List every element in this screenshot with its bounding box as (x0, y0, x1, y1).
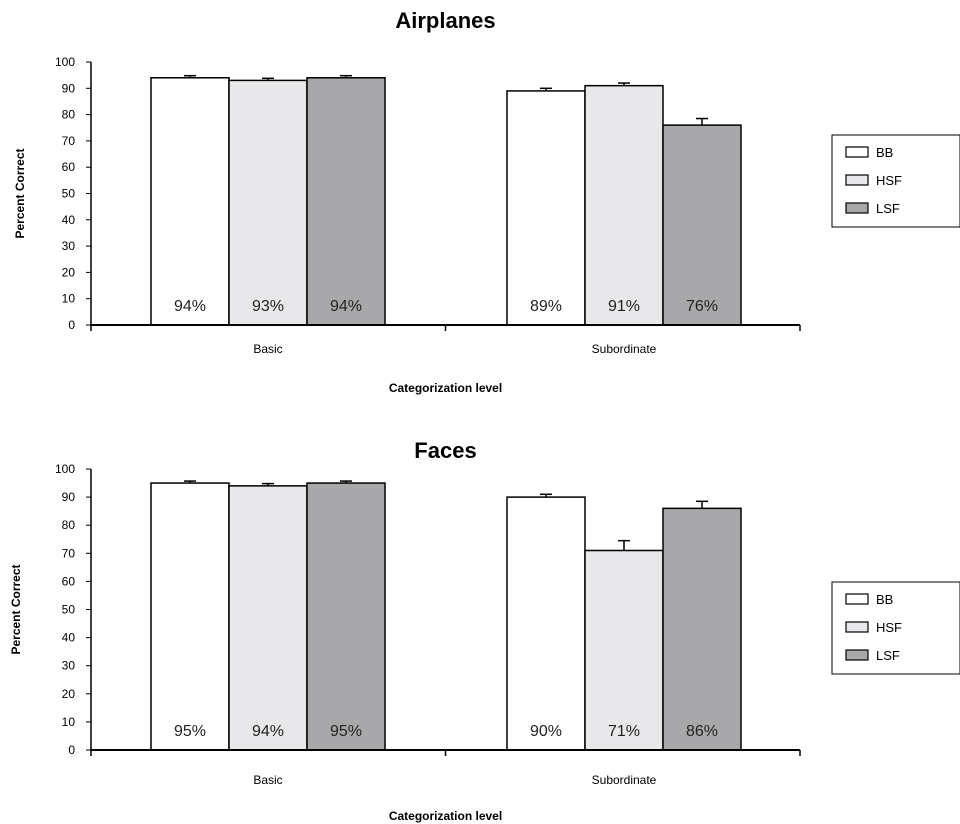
legend-entry: HSF (876, 620, 902, 635)
chart-title: Faces (414, 438, 476, 463)
data-label: 94% (252, 723, 284, 740)
y-tick-label: 80 (62, 108, 76, 122)
legend-entry: LSF (876, 648, 900, 663)
y-tick-label: 10 (62, 715, 76, 729)
y-tick-label: 60 (62, 574, 76, 588)
y-tick-label: 40 (62, 213, 76, 227)
x-tick-label: Basic (253, 773, 282, 787)
y-tick-label: 20 (62, 687, 76, 701)
x-axis-title: Categorization level (389, 381, 502, 395)
bar (306, 77, 386, 326)
y-tick-label: 70 (62, 134, 76, 148)
y-tick-label: 30 (62, 239, 76, 253)
data-label: 90% (530, 723, 562, 740)
y-axis-title: Percent Correct (9, 564, 23, 654)
y-tick-label: 0 (68, 318, 75, 332)
data-label: 94% (330, 298, 362, 315)
bar (150, 77, 230, 326)
y-tick-label: 70 (62, 546, 76, 560)
legend-entry: BB (876, 592, 893, 607)
y-tick-label: 30 (62, 659, 76, 673)
bar (228, 485, 308, 751)
legend-swatch (845, 593, 869, 605)
bar (584, 84, 664, 326)
y-tick-label: 80 (62, 518, 76, 532)
legend-swatch (845, 174, 869, 186)
legend-entry: LSF (876, 201, 900, 216)
y-tick-label: 90 (62, 81, 76, 95)
x-tick-label: Subordinate (592, 342, 657, 356)
y-tick-label: 20 (62, 265, 76, 279)
data-label: 95% (174, 723, 206, 740)
bar (506, 496, 586, 751)
y-tick-label: 100 (55, 55, 75, 69)
x-tick-label: Subordinate (592, 773, 657, 787)
legend-swatch (845, 621, 869, 633)
y-tick-label: 50 (62, 187, 76, 201)
data-label: 95% (330, 723, 362, 740)
y-tick-label: 10 (62, 292, 76, 306)
y-tick-label: 40 (62, 631, 76, 645)
bar (662, 124, 742, 326)
data-label: 91% (608, 298, 640, 315)
data-label: 86% (686, 723, 718, 740)
y-axis-title: Percent Correct (13, 148, 27, 238)
y-tick-label: 0 (68, 743, 75, 757)
bar (506, 90, 586, 326)
legend-swatch (845, 649, 869, 661)
legend-swatch (845, 202, 869, 214)
y-tick-label: 50 (62, 603, 76, 617)
data-label: 76% (686, 298, 718, 315)
data-label: 94% (174, 298, 206, 315)
y-tick-label: 100 (55, 462, 75, 476)
x-axis-title: Categorization level (389, 809, 502, 823)
data-label: 71% (608, 723, 640, 740)
y-tick-label: 60 (62, 160, 76, 174)
bar (662, 507, 742, 751)
data-label: 93% (252, 298, 284, 315)
data-label: 89% (530, 298, 562, 315)
y-tick-label: 90 (62, 490, 76, 504)
chart-title: Airplanes (395, 8, 495, 33)
x-tick-label: Basic (253, 342, 282, 356)
legend-entry: BB (876, 145, 893, 160)
legend-swatch (845, 146, 869, 158)
bar (150, 482, 230, 751)
bar (228, 79, 308, 326)
bar (306, 482, 386, 751)
bar (584, 549, 664, 751)
legend-entry: HSF (876, 173, 902, 188)
